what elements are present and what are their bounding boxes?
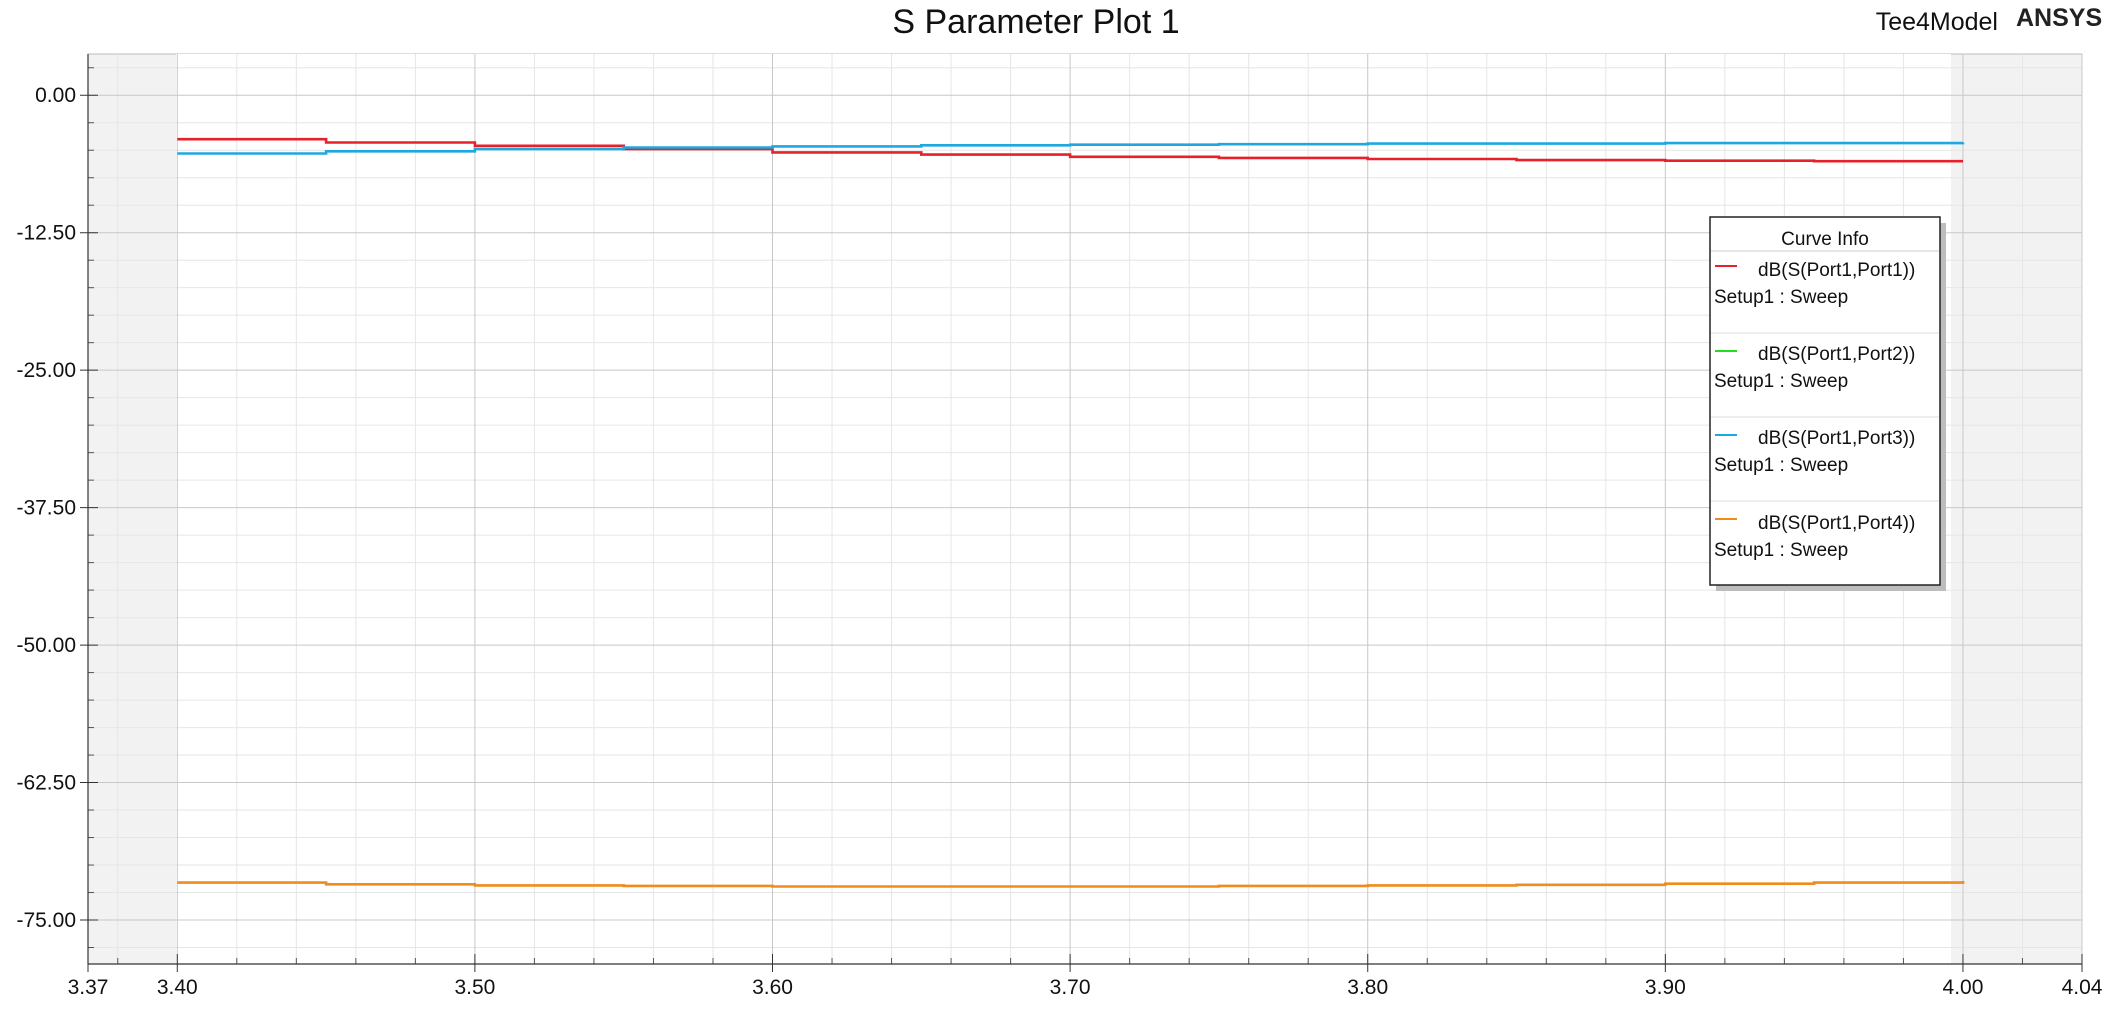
y-tick-label: -75.00	[16, 909, 76, 932]
legend-entry-name: dB(S(Port1,Port3))	[1758, 428, 1915, 449]
x-tick-label: 4.00	[1943, 976, 1984, 999]
x-tick-label: 3.60	[752, 976, 793, 999]
x-tick-label: 3.37	[68, 976, 109, 999]
chart-title: S Parameter Plot 1	[892, 3, 1179, 41]
design-name: Tee4Model	[1876, 8, 1998, 36]
brand-logo-text: ANSYS	[2016, 4, 2102, 32]
legend-entry-name: dB(S(Port1,Port2))	[1758, 344, 1915, 365]
x-tick-label: 3.90	[1645, 976, 1686, 999]
x-tick-label: 3.50	[454, 976, 495, 999]
legend-entry-sub: Setup1 : Sweep	[1714, 455, 1848, 476]
legend-entry-sub: Setup1 : Sweep	[1714, 287, 1848, 308]
x-tick-label: 3.80	[1347, 976, 1388, 999]
y-tick-label: -12.50	[16, 222, 76, 245]
data-area	[176, 54, 1951, 964]
y-tick-label: -25.00	[16, 359, 76, 382]
y-tick-label: -62.50	[16, 772, 76, 795]
x-tick-label: 3.70	[1050, 976, 1091, 999]
legend-entry-sub: Setup1 : Sweep	[1714, 540, 1848, 561]
x-tick-label: 4.04	[2062, 976, 2103, 999]
legend-entry-sub: Setup1 : Sweep	[1714, 371, 1848, 392]
y-tick-label: 0.00	[35, 84, 76, 107]
y-tick-label: -37.50	[16, 497, 76, 520]
x-tick-label: 3.40	[157, 976, 198, 999]
legend-entry-name: dB(S(Port1,Port4))	[1758, 513, 1915, 534]
legend[interactable]: Curve Info dB(S(Port1,Port1)) Setup1 : S…	[1710, 217, 1946, 591]
legend-entry-name: dB(S(Port1,Port1))	[1758, 260, 1915, 281]
y-tick-label: -50.00	[16, 634, 76, 657]
legend-title: Curve Info	[1781, 229, 1869, 250]
